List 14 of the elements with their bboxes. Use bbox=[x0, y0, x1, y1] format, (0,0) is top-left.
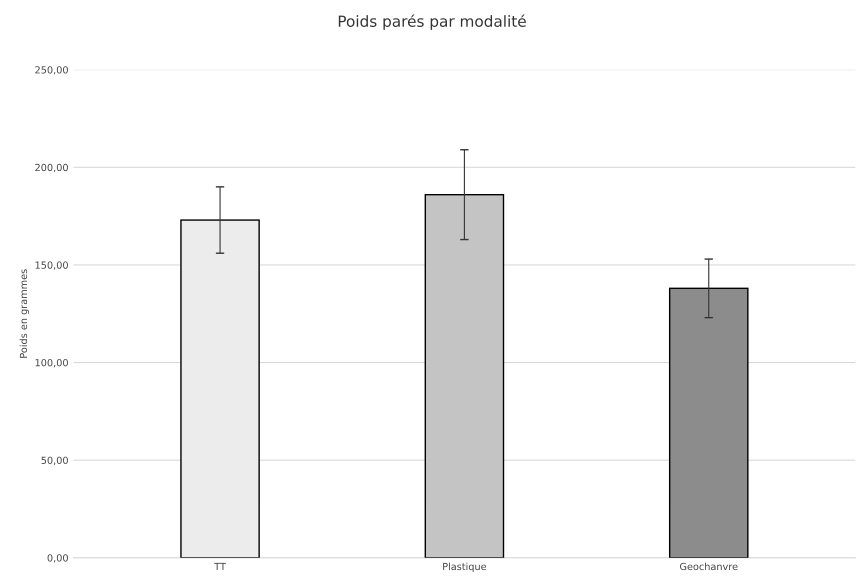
y-axis-title: Poids en grammes bbox=[20, 269, 30, 358]
chart-title: Poids parés par modalité bbox=[338, 14, 526, 30]
y-tick-label: 50,00 bbox=[41, 456, 68, 465]
y-tick-label: 250,00 bbox=[35, 66, 68, 75]
bar bbox=[424, 194, 504, 558]
y-tick-label: 0,00 bbox=[48, 554, 68, 563]
y-tick-label: 150,00 bbox=[36, 261, 68, 270]
x-tick-label: TT bbox=[214, 562, 226, 570]
x-tick-label: Plastique bbox=[443, 562, 486, 572]
bar bbox=[180, 219, 260, 558]
bar bbox=[668, 288, 749, 558]
y-tick-label: 100,00 bbox=[36, 359, 68, 368]
x-tick-label: Geochanvre bbox=[680, 562, 738, 570]
y-tick-label: 200,00 bbox=[35, 164, 68, 172]
